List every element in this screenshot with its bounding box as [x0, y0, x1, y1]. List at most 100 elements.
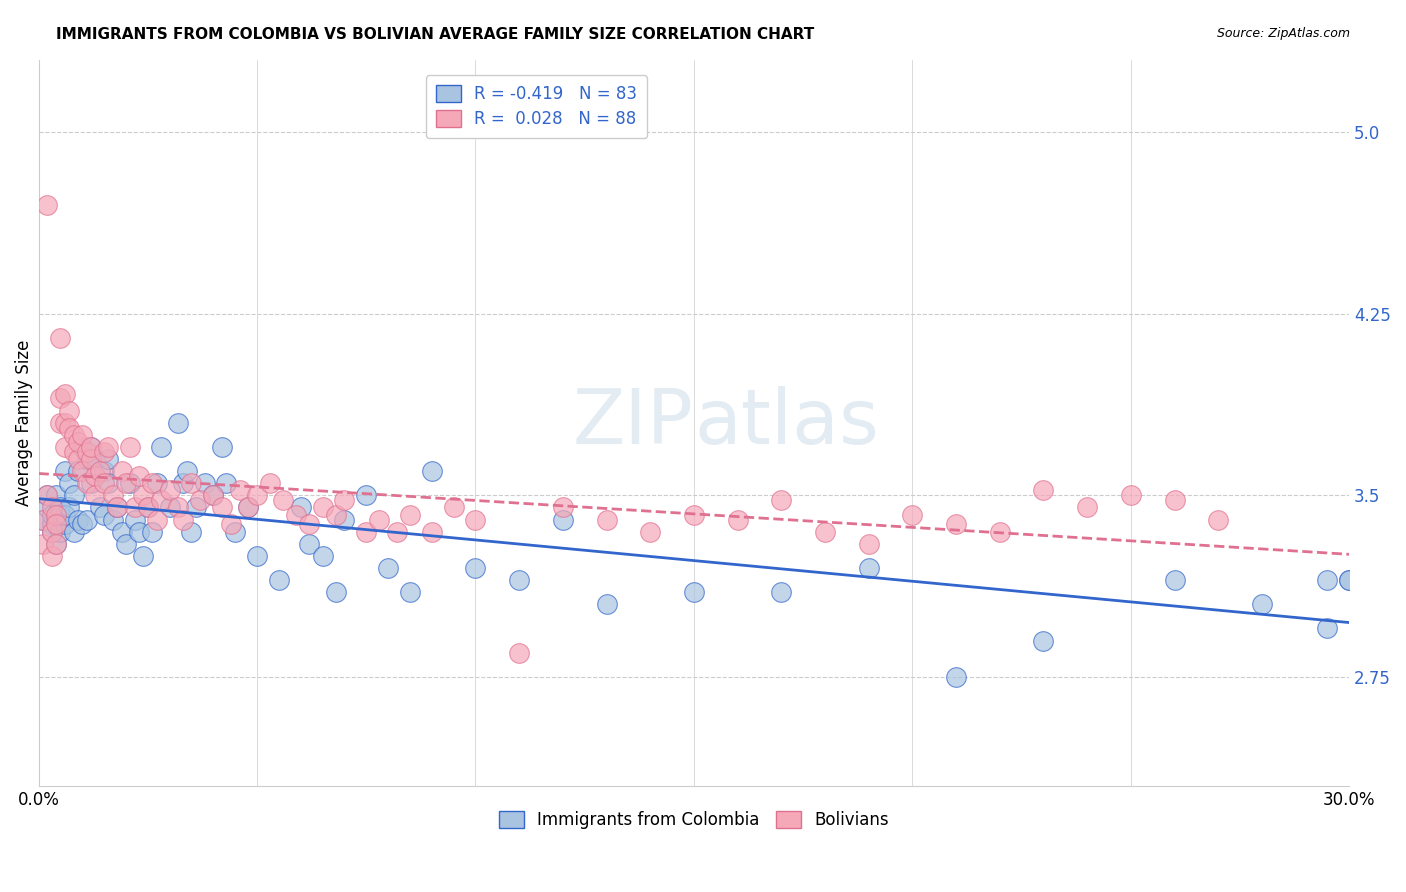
Point — [66, 452, 89, 467]
Point — [136, 500, 159, 515]
Point — [770, 493, 793, 508]
Point — [58, 500, 80, 515]
Point — [93, 444, 115, 458]
Point — [246, 549, 269, 563]
Point — [1032, 633, 1054, 648]
Point — [62, 427, 84, 442]
Point — [180, 524, 202, 539]
Point — [32, 512, 55, 526]
Point — [194, 476, 217, 491]
Point — [136, 500, 159, 515]
Point — [1250, 597, 1272, 611]
Point — [1339, 573, 1361, 587]
Point — [53, 464, 76, 478]
Point — [420, 464, 443, 478]
Point — [325, 508, 347, 522]
Point — [1206, 512, 1229, 526]
Point — [70, 517, 93, 532]
Point — [141, 476, 163, 491]
Point — [53, 386, 76, 401]
Point — [80, 452, 103, 467]
Point — [97, 452, 120, 467]
Point — [84, 488, 107, 502]
Point — [188, 493, 211, 508]
Point — [32, 537, 55, 551]
Point — [58, 403, 80, 417]
Point — [32, 512, 55, 526]
Point — [858, 561, 880, 575]
Point — [1316, 622, 1339, 636]
Point — [1119, 488, 1142, 502]
Point — [80, 440, 103, 454]
Point — [770, 585, 793, 599]
Y-axis label: Average Family Size: Average Family Size — [15, 340, 32, 506]
Text: ZIP: ZIP — [574, 385, 695, 459]
Point — [1163, 573, 1185, 587]
Point — [246, 488, 269, 502]
Point — [37, 500, 59, 515]
Point — [311, 549, 333, 563]
Point — [89, 500, 111, 515]
Point — [1163, 493, 1185, 508]
Point — [945, 517, 967, 532]
Point — [66, 464, 89, 478]
Point — [37, 198, 59, 212]
Point — [66, 435, 89, 450]
Point — [37, 488, 59, 502]
Point — [901, 508, 924, 522]
Point — [1316, 573, 1339, 587]
Point — [45, 537, 67, 551]
Point — [49, 392, 72, 406]
Point — [115, 476, 138, 491]
Point — [105, 500, 128, 515]
Point — [93, 464, 115, 478]
Point — [70, 427, 93, 442]
Point — [80, 476, 103, 491]
Point — [858, 537, 880, 551]
Point — [53, 517, 76, 532]
Point — [145, 476, 167, 491]
Text: Source: ZipAtlas.com: Source: ZipAtlas.com — [1216, 27, 1350, 40]
Point — [101, 512, 124, 526]
Point — [420, 524, 443, 539]
Point — [167, 500, 190, 515]
Point — [464, 512, 486, 526]
Point — [271, 493, 294, 508]
Point — [285, 508, 308, 522]
Point — [132, 549, 155, 563]
Point — [333, 493, 356, 508]
Point — [159, 500, 181, 515]
Point — [184, 500, 207, 515]
Point — [41, 517, 63, 532]
Point — [224, 524, 246, 539]
Point — [311, 500, 333, 515]
Point — [37, 488, 59, 502]
Point — [49, 500, 72, 515]
Point — [325, 585, 347, 599]
Point — [443, 500, 465, 515]
Point — [141, 524, 163, 539]
Point — [149, 440, 172, 454]
Point — [41, 524, 63, 539]
Point — [595, 597, 617, 611]
Point — [70, 440, 93, 454]
Point — [290, 500, 312, 515]
Point — [62, 488, 84, 502]
Point — [41, 524, 63, 539]
Point — [76, 444, 98, 458]
Point — [105, 500, 128, 515]
Point — [41, 508, 63, 522]
Point — [128, 469, 150, 483]
Point — [814, 524, 837, 539]
Point — [145, 512, 167, 526]
Point — [124, 512, 146, 526]
Point — [41, 500, 63, 515]
Point — [58, 476, 80, 491]
Point — [595, 512, 617, 526]
Point — [172, 476, 194, 491]
Point — [45, 512, 67, 526]
Point — [45, 488, 67, 502]
Point — [167, 416, 190, 430]
Point — [120, 476, 142, 491]
Point — [45, 517, 67, 532]
